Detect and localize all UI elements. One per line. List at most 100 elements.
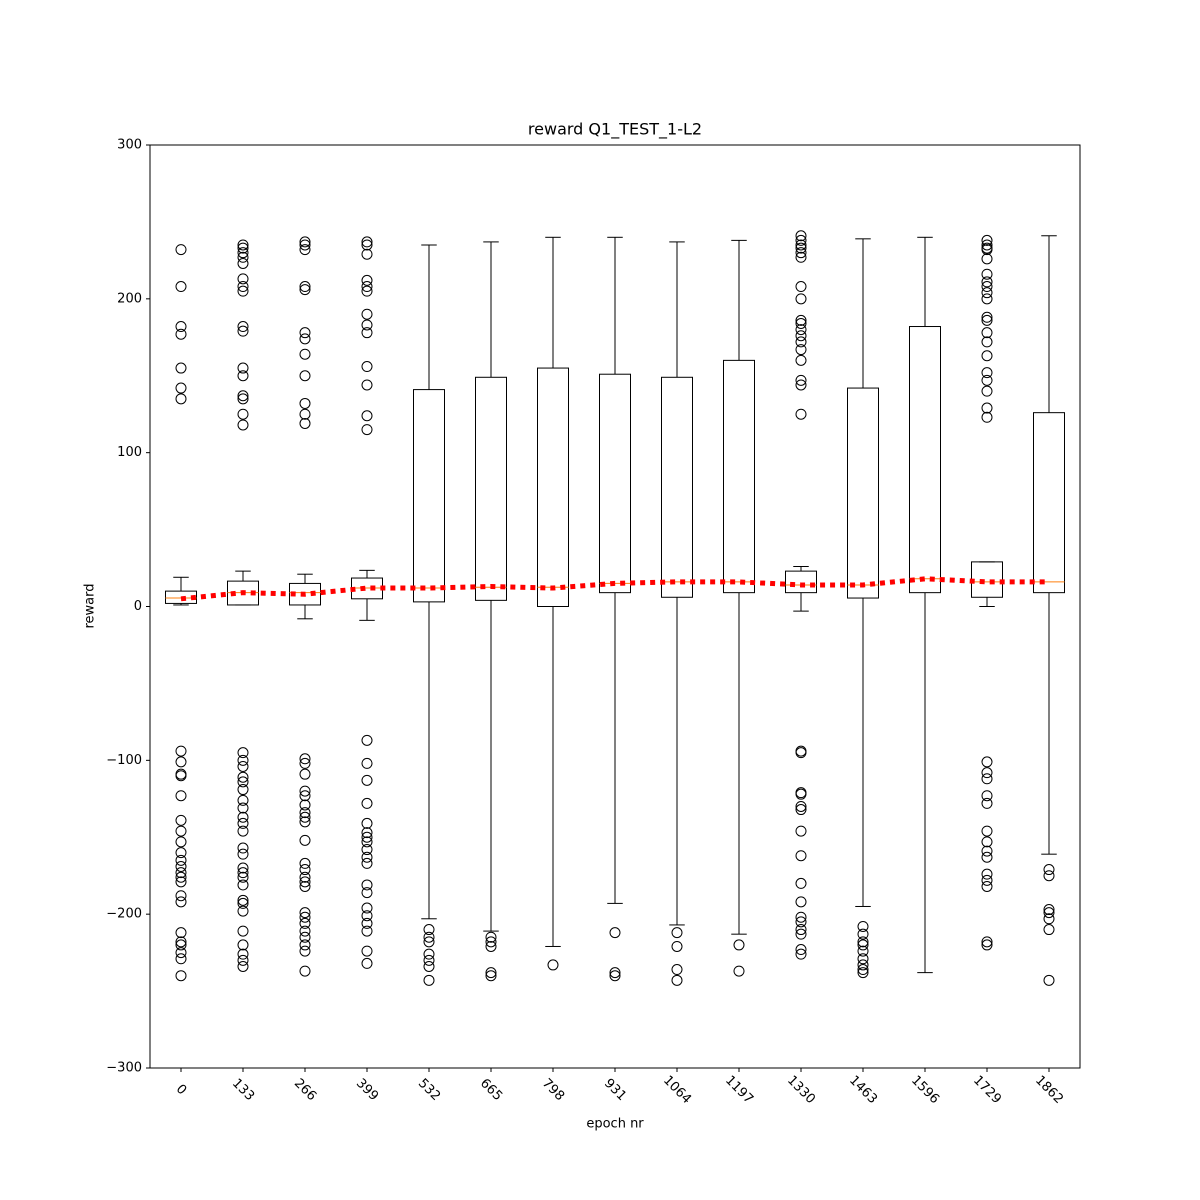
outlier [361,945,373,957]
outlier [795,924,807,936]
outlier [981,311,993,323]
outlier [981,276,993,288]
outlier [981,874,993,886]
outlier [609,970,621,982]
box [599,373,631,594]
outlier [857,920,869,932]
outlier [175,953,187,965]
outlier [981,825,993,837]
outlier [981,385,993,397]
outlier [361,836,373,848]
outlier [795,354,807,366]
outlier [237,871,249,883]
outlier [237,879,249,891]
outlier [795,234,807,246]
outlier [981,402,993,414]
outlier [237,419,249,431]
outlier [857,953,869,965]
outlier [795,324,807,336]
box [723,359,755,594]
box [661,376,693,598]
outlier [423,924,435,936]
outlier [237,321,249,333]
outlier [609,967,621,979]
outlier [857,928,869,940]
outlier [981,868,993,880]
outlier [981,350,993,362]
outlier [175,896,187,908]
outlier [981,851,993,863]
outlier [175,814,187,826]
outlier [175,321,187,333]
y-tick-label: −200 [106,907,142,922]
outlier [299,239,311,251]
outlier [299,348,311,360]
outlier [299,931,311,943]
outlier [361,902,373,914]
plot-frame [149,144,1081,1069]
outlier [981,880,993,892]
outlier [981,336,993,348]
outlier [981,234,993,246]
outlier [981,244,993,256]
outlier [175,939,187,951]
outlier [795,788,807,800]
y-tick-label: 0 [134,599,142,614]
outlier [237,760,249,772]
outlier [981,293,993,305]
outlier [237,370,249,382]
outlier [361,308,373,320]
outlier [237,897,249,909]
outlier [857,959,869,971]
outlier [237,825,249,837]
outlier [795,911,807,923]
outlier [361,239,373,251]
outlier [795,336,807,348]
outlier [237,894,249,906]
outlier [361,831,373,843]
outlier [299,236,311,248]
outlier [237,325,249,337]
outlier [175,362,187,374]
outlier [175,867,187,879]
outlier [299,790,311,802]
outlier [981,314,993,326]
outlier [361,285,373,297]
outlier [299,244,311,256]
outlier [237,242,249,254]
outlier [981,268,993,280]
outlier [981,253,993,265]
outlier [237,754,249,766]
box [1033,412,1065,594]
outlier [237,848,249,860]
outlier [361,379,373,391]
outlier [981,845,993,857]
outlier [795,230,807,242]
outlier [299,281,311,293]
outlier [361,851,373,863]
outlier [795,293,807,305]
outlier [857,964,869,976]
outlier [237,842,249,854]
outlier [175,947,187,959]
outlier [175,890,187,902]
outlier [1043,924,1055,936]
outlier [981,327,993,339]
outlier [795,330,807,342]
outlier [1043,907,1055,919]
outlier [795,317,807,329]
outlier [237,948,249,960]
outlier [361,248,373,260]
outlier [547,959,559,971]
outlier [609,927,621,939]
outlier [857,967,869,979]
outlier [299,911,311,923]
outlier [795,948,807,960]
outlier [299,965,311,977]
box [847,387,879,599]
outlier [175,927,187,939]
outlier [423,936,435,948]
outlier [795,877,807,889]
outlier [423,960,435,972]
